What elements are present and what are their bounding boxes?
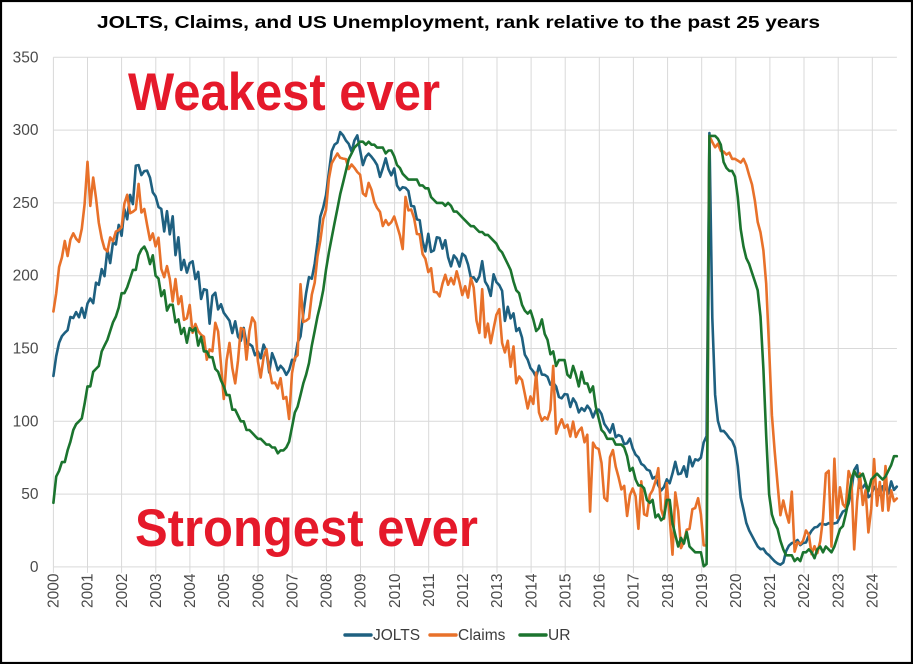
svg-text:2018: 2018 bbox=[660, 574, 677, 608]
svg-text:JOLTS: JOLTS bbox=[373, 627, 420, 644]
svg-text:200: 200 bbox=[13, 268, 39, 285]
svg-text:2016: 2016 bbox=[592, 574, 609, 608]
svg-text:2011: 2011 bbox=[421, 574, 438, 607]
svg-text:2009: 2009 bbox=[353, 574, 370, 608]
svg-text:Strongest ever: Strongest ever bbox=[135, 499, 478, 558]
svg-text:2024: 2024 bbox=[865, 573, 882, 608]
svg-text:100: 100 bbox=[13, 413, 39, 430]
svg-text:300: 300 bbox=[13, 122, 39, 139]
svg-text:2008: 2008 bbox=[319, 574, 336, 608]
svg-text:2000: 2000 bbox=[46, 573, 63, 608]
svg-text:2017: 2017 bbox=[626, 574, 643, 608]
svg-text:2014: 2014 bbox=[523, 573, 540, 608]
svg-text:2003: 2003 bbox=[148, 574, 165, 608]
svg-text:2019: 2019 bbox=[694, 574, 711, 608]
svg-text:2021: 2021 bbox=[762, 574, 779, 608]
svg-text:50: 50 bbox=[21, 486, 39, 503]
svg-text:150: 150 bbox=[13, 341, 39, 358]
svg-text:350: 350 bbox=[13, 49, 39, 66]
svg-text:2004: 2004 bbox=[182, 573, 199, 608]
svg-text:2006: 2006 bbox=[250, 574, 267, 608]
svg-text:2002: 2002 bbox=[114, 574, 131, 608]
svg-text:2015: 2015 bbox=[557, 574, 574, 608]
svg-text:2022: 2022 bbox=[796, 574, 813, 608]
svg-text:250: 250 bbox=[13, 195, 39, 212]
svg-text:2007: 2007 bbox=[284, 574, 301, 608]
svg-text:2023: 2023 bbox=[830, 574, 847, 608]
svg-text:2005: 2005 bbox=[216, 574, 233, 608]
svg-text:2001: 2001 bbox=[80, 574, 97, 608]
svg-text:0: 0 bbox=[30, 559, 39, 576]
svg-text:2012: 2012 bbox=[455, 574, 472, 608]
svg-text:Weakest ever: Weakest ever bbox=[128, 63, 440, 122]
svg-text:JOLTS, Claims, and US Unemploy: JOLTS, Claims, and US Unemployment, rank… bbox=[97, 12, 820, 32]
svg-text:2013: 2013 bbox=[489, 574, 506, 608]
svg-text:Claims: Claims bbox=[458, 627, 506, 644]
svg-text:2020: 2020 bbox=[728, 573, 745, 608]
svg-text:2010: 2010 bbox=[387, 573, 404, 608]
svg-text:UR: UR bbox=[548, 627, 570, 644]
